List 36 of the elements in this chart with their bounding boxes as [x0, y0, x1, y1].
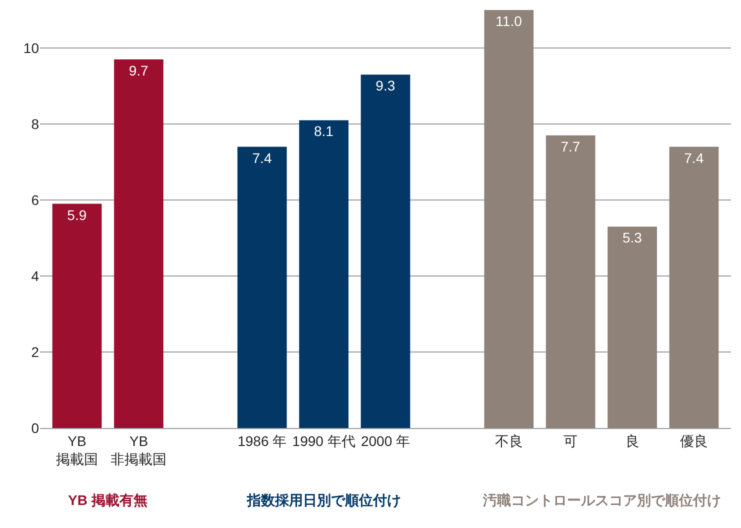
bar [546, 135, 596, 428]
data-label: 7.4 [684, 150, 704, 166]
text: 汚職コントロールスコア別で順位付け [482, 492, 721, 508]
data-label: 5.9 [67, 206, 87, 223]
data-label: 9.7 [128, 62, 149, 78]
data-label: 7.4 [252, 150, 272, 166]
bar [299, 120, 348, 428]
y-tick-label: 10 [23, 40, 40, 56]
bar [360, 74, 410, 428]
x-tick-label: 1990 年代 [292, 432, 356, 449]
text: 指数採用日別で順位付け [246, 492, 401, 508]
data-label: 11.0 [496, 13, 522, 29]
data-label: 8.1 [314, 123, 334, 140]
x-tick-label: 可 [564, 432, 578, 449]
x-tick-label: YB 非掲載国 [110, 432, 167, 467]
y-tick-label: 8 [31, 116, 40, 132]
x-tick-label: 不良 [494, 432, 523, 449]
data-label: 9.3 [376, 78, 396, 94]
x-tick-label: 良 [625, 432, 640, 449]
bar [237, 146, 287, 428]
data-label: 7.7 [560, 138, 580, 154]
x-tick-label: 2000 年 [360, 432, 410, 449]
x-tick-label: 1986 年 [238, 432, 287, 449]
y-tick-label: 6 [31, 192, 40, 208]
y-tick-label: 2 [31, 344, 40, 360]
x-tick-label: 優良 [680, 432, 708, 449]
x-tick-label: YB 掲載国 [56, 432, 98, 467]
text: YB 掲載有無 [68, 492, 148, 508]
bar [52, 204, 102, 428]
y-tick-label: 4 [31, 268, 40, 284]
bar [114, 59, 164, 428]
y-tick-label: 0 [31, 420, 40, 436]
data-label: 5.3 [622, 230, 642, 246]
bar [608, 226, 657, 428]
bar [484, 10, 534, 428]
bar [669, 146, 719, 428]
